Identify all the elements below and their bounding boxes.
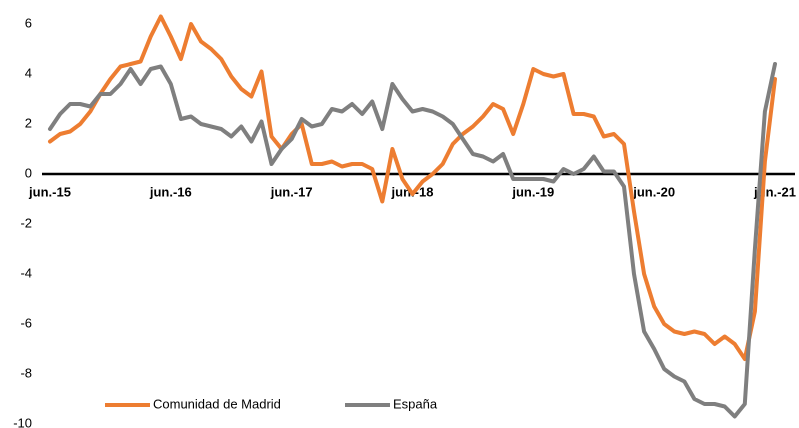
y-tick-label: -10 (13, 415, 32, 428)
x-tick-label: jun.-16 (149, 184, 192, 199)
legend-label: Comunidad de Madrid (153, 396, 281, 411)
x-tick-label: jun.-20 (632, 184, 675, 199)
line-series (48, 62, 777, 419)
legend-label: España (393, 396, 438, 411)
y-tick-label: 0 (25, 165, 32, 180)
y-tick-label: 2 (25, 115, 32, 130)
x-tick-label: jun.-19 (511, 184, 554, 199)
y-tick-label: -4 (20, 265, 32, 280)
y-tick-label: 6 (25, 15, 32, 30)
x-tick-label: jun.-17 (270, 184, 313, 199)
x-tick-label: jun.-15 (28, 184, 71, 199)
line-series (48, 14, 777, 361)
y-tick-label: -2 (20, 215, 32, 230)
y-tick-label: -8 (20, 365, 32, 380)
y-tick-label: 4 (25, 65, 32, 80)
y-tick-label: -6 (20, 315, 32, 330)
